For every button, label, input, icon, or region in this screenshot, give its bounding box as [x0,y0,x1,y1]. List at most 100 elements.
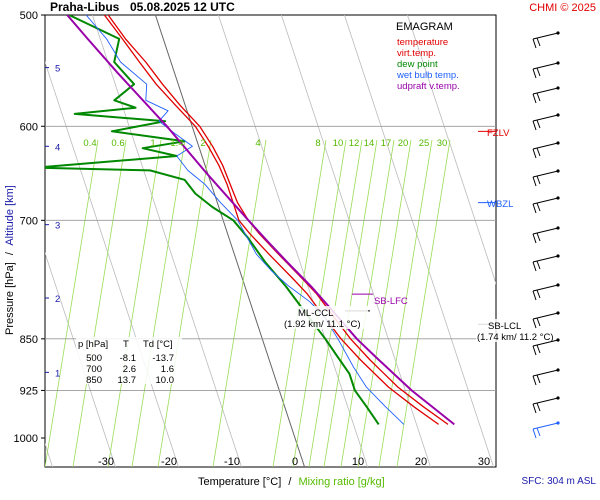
mixing-ratio-tick-label: 30 [437,138,448,149]
wind-barb-dot [556,368,560,372]
series-line-udpraft-v-temp [66,15,455,426]
wind-barb-flag [532,375,537,386]
mixing-ratio-tick-label: 0.6 [111,138,124,149]
pressure-tick-label: 850 [20,334,38,346]
wind-barb-dot [556,169,560,173]
wind-barb-flag [532,403,537,414]
wind-barb-flag [536,260,541,270]
sb-lcl-bg [476,319,562,342]
wind-barb-flag [532,203,537,214]
wind-barb-dot [556,311,560,315]
x-axis-label: Temperature [°C] / Mixing ratio [g/kg] [198,476,385,488]
pressure-tick-label: 500 [20,10,38,22]
wind-barb-flag [532,38,537,49]
mixing-ratio-line [72,139,127,467]
wind-barb-dot [556,421,560,425]
mixing-ratio-label: Mixing ratio [g/kg] [298,476,384,488]
series-line-wet-bulb-temp [85,15,405,425]
pressure-tick-label: 925 [20,385,38,397]
wind-barb-flag [536,175,541,185]
station-title: Praha-Libus [50,0,120,14]
mixing-ratio-line [396,139,451,467]
wind-barb [532,368,560,386]
mixing-ratio-line [292,139,347,467]
wind-barb-flag [532,176,537,187]
mixing-ratio-tick-label: 1 [150,138,155,149]
mixing-ratio-line [378,139,433,467]
wind-barb-flag [532,233,537,244]
mixing-ratio-tick-label: 17 [381,138,392,149]
table-cell: 1.6 [161,364,174,375]
table-cell: 700 [86,364,102,375]
altitude-label: Altitude [km] [4,185,16,246]
mixing-ratio-tick-label: 10 [333,138,344,149]
wind-barb-flag [536,202,541,212]
sb-lcl-label: SB-LCL [488,321,521,332]
wind-barb [532,226,560,244]
wind-barb-flag [532,261,537,272]
sounding-table: p [hPa] T Td [°C] 500 -8.1 -13.7 700 2.6… [76,337,182,386]
table-cell: -8.1 [120,353,136,364]
isotherm-line [343,15,494,467]
wind-barb-flag [536,317,541,327]
legend-title: EMAGRAM [396,21,453,33]
altitude-ticks: 1 2 3 4 5 [45,64,60,379]
wind-barb-flag [536,427,541,437]
wind-barb [532,421,560,439]
legend-wet-bulb: wet bulb temp. [396,70,459,81]
wind-barb [532,254,560,272]
mixing-ratio-line [357,139,412,467]
wind-barb-flag [532,428,537,439]
mixing-ratio-line [45,139,99,467]
pressure-tick-label: 600 [20,121,38,133]
wind-barb-flag [536,402,541,412]
wind-barb-flag [532,93,537,104]
wind-barb-flag [532,318,537,329]
table-header-t: T [123,339,129,350]
table-cell: 10.0 [156,375,175,386]
table-bg [76,337,182,384]
sounding-curves [45,15,455,426]
wind-barb-flag [536,374,541,384]
mixing-ratio-line [340,139,395,467]
wind-barb-dot [556,141,560,145]
ml-ccl-label: ML-CCL [298,308,333,319]
table-cell: 500 [86,353,102,364]
mixing-ratio-tick-label: 25 [419,138,430,149]
wind-barb [532,31,560,49]
sb-lfc-label: SB-LFC [374,296,408,307]
datetime-title: 05.08.2025 12 UTC [130,0,235,14]
wind-barb-flag [532,120,537,131]
sfc-label: SFC: 304 m ASL [522,476,597,487]
pressure-ticks: 500 600 700 850 925 1000 [14,10,45,445]
wind-barb-dot [556,31,560,35]
x-label-sep: / [288,476,292,488]
series-line-temperature [103,15,439,425]
mixing-ratio-tick-label: 20 [398,138,409,149]
isotherm-line [280,15,431,467]
wind-barb [532,86,560,104]
wind-barb-flag [532,68,537,79]
table-cell: 850 [86,375,102,386]
isotherm-line [45,251,116,467]
pressure-label: Pressure [hPa] [4,262,16,335]
temperature-tick-label: 10 [352,456,364,468]
table-cell: 2.6 [123,364,136,375]
wind-barb [532,113,560,131]
table-header-td: Td [°C] [143,339,173,350]
isotherm-line [154,15,306,467]
temperature-ticks: -30 -20 -10 0 10 20 30 [98,456,490,468]
wind-barb-dot [556,113,560,117]
mixing-ratio-line [308,139,363,467]
mixing-ratio-labels: 0.4 0.6 1 1.4 2 4 8 10 12 14 17 20 25 30 [83,138,447,149]
wind-barb-flag [536,344,541,354]
isotherm-grid [45,15,496,467]
ml-ccl-annotation: ML-CCL (1.92 km/ 11.1 °C) [283,306,368,330]
mixing-ratio-tick-label: 12 [349,138,360,149]
wind-barb-dot [556,283,560,287]
temperature-tick-label: 30 [478,456,490,468]
ml-ccl-detail: (1.92 km/ 11.1 °C) [284,319,360,330]
mixing-ratio-grid [45,139,451,467]
mixing-ratio-tick-label: 8 [315,138,320,149]
isotherm-line [217,15,368,467]
